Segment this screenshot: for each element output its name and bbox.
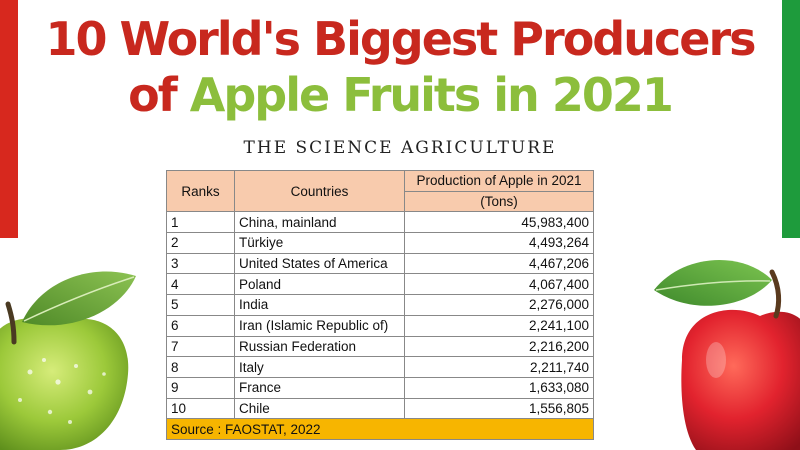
table-body: 1 China, mainland 45,983,400 2 Türkiye 4,493,… — [166, 211, 594, 420]
table-row: 7 Russian Federation 2,216,200 — [166, 335, 594, 358]
header-unit: (Tons) — [404, 190, 594, 213]
production-cell: 1,556,805 — [404, 397, 594, 420]
left-red-bar — [0, 0, 18, 238]
rank-cell: 10 — [166, 397, 235, 420]
production-cell: 4,467,206 — [404, 252, 594, 275]
rank-cell: 5 — [166, 294, 235, 316]
country-cell: Poland — [234, 273, 405, 296]
country-cell: United States of America — [234, 252, 405, 275]
country-cell: Türkiye — [234, 232, 405, 254]
rank-cell: 3 — [166, 252, 235, 275]
rank-cell: 7 — [166, 335, 235, 358]
table-row: 10 Chile 1,556,805 — [166, 397, 594, 420]
country-cell: Russian Federation — [234, 335, 405, 358]
title-line-2-prefix: of — [128, 68, 178, 122]
country-cell: China, mainland — [234, 211, 405, 234]
production-cell: 2,241,100 — [404, 314, 594, 337]
table-row: 6 Iran (Islamic Republic of) 2,241,100 — [166, 314, 594, 337]
production-cell: 4,067,400 — [404, 273, 594, 296]
rank-cell: 8 — [166, 356, 235, 378]
table-row: 3 United States of America 4,467,206 — [166, 252, 594, 275]
table-row: 2 Türkiye 4,493,264 — [166, 232, 594, 254]
country-cell: India — [234, 294, 405, 316]
title-line-2-highlight: Apple Fruits in 2021 — [189, 68, 674, 122]
country-cell: Chile — [234, 397, 405, 420]
country-cell: Iran (Islamic Republic of) — [234, 314, 405, 337]
production-cell: 2,216,200 — [404, 335, 594, 358]
production-cell: 2,211,740 — [404, 356, 594, 378]
source-note: Source : FAOSTAT, 2022 — [166, 418, 594, 440]
header-ranks: Ranks — [166, 169, 235, 213]
production-cell: 1,633,080 — [404, 376, 594, 399]
rank-cell: 2 — [166, 232, 235, 254]
header-production: Production of Apple in 2021 — [404, 170, 594, 192]
rank-cell: 6 — [166, 314, 235, 337]
production-cell: 2,276,000 — [404, 294, 594, 316]
production-cell: 4,493,264 — [404, 232, 594, 254]
rank-cell: 1 — [166, 211, 235, 234]
table-row: 1 China, mainland 45,983,400 — [166, 211, 594, 234]
table-row: 4 Poland 4,067,400 — [166, 273, 594, 296]
red-apple-image — [654, 259, 800, 450]
title-line-2: of Apple Fruits in 2021 — [0, 68, 800, 122]
title-line-1: 10 World's Biggest Producers — [45, 12, 756, 66]
table-row: 8 Italy 2,211,740 — [166, 356, 594, 378]
subtitle: THE SCIENCE AGRICULTURE — [243, 138, 557, 158]
rank-cell: 9 — [166, 376, 235, 399]
table-row: 5 India 2,276,000 — [166, 294, 594, 316]
green-apple-image — [0, 271, 136, 450]
table-row: 9 France 1,633,080 — [166, 376, 594, 399]
production-cell: 45,983,400 — [404, 211, 594, 234]
rank-cell: 4 — [166, 273, 235, 296]
country-cell: Italy — [234, 356, 405, 378]
header-countries: Countries — [234, 169, 405, 213]
country-cell: France — [234, 376, 405, 399]
right-green-bar — [782, 0, 800, 238]
production-table: Ranks Countries Production of Apple in 2… — [166, 169, 594, 440]
